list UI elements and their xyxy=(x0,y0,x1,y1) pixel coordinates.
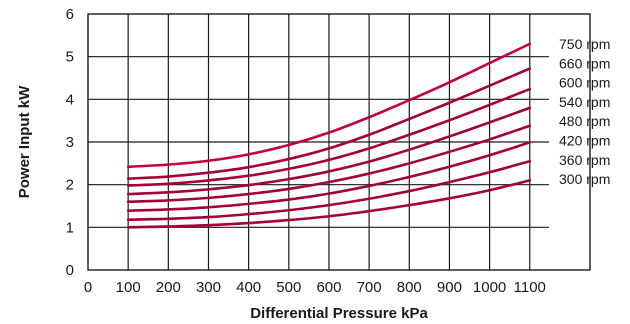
x-tick-label: 400 xyxy=(236,279,261,296)
y-tick-label: 0 xyxy=(66,262,74,279)
y-tick-label: 4 xyxy=(66,91,74,108)
series-label: 420 rpm xyxy=(559,133,610,149)
series-label: 540 rpm xyxy=(559,94,610,110)
series-label: 300 rpm xyxy=(559,171,610,187)
series-line xyxy=(126,141,532,212)
x-tick-label: 200 xyxy=(156,279,181,296)
plot-frame xyxy=(87,13,591,271)
x-tick-label: 1000 xyxy=(473,279,506,296)
series-label: 660 rpm xyxy=(559,55,610,71)
series-line xyxy=(126,67,532,180)
series-curves xyxy=(126,42,532,229)
y-tick-label: 1 xyxy=(66,219,74,236)
tick-labels: 0 100 200 300 400 500 600 700 800 900 1000 1100 0 1 2 3… xyxy=(66,6,546,296)
series-label: 360 rpm xyxy=(559,152,610,168)
x-tick-label: 0 xyxy=(84,279,92,296)
y-axis-title: Power Input kW xyxy=(16,85,33,198)
series-line xyxy=(126,106,532,196)
x-tick-label: 1100 xyxy=(514,279,546,296)
x-tick-label: 100 xyxy=(116,279,141,296)
y-tick-label: 6 xyxy=(66,6,74,23)
y-tick-label: 3 xyxy=(66,134,74,151)
series-line xyxy=(126,87,532,187)
series-labels: 750 rpm 660 rpm 600 rpm 540 rpm 480 rpm 420 r… xyxy=(559,36,610,187)
series-label: 480 rpm xyxy=(559,113,610,129)
series-line xyxy=(126,179,532,229)
x-tick-label: 700 xyxy=(357,279,382,296)
series-line xyxy=(126,42,532,169)
x-tick-label: 300 xyxy=(196,279,221,296)
y-tick-label: 5 xyxy=(66,49,74,66)
x-tick-label: 800 xyxy=(397,279,422,296)
series-label: 600 rpm xyxy=(559,75,610,91)
x-tick-label: 600 xyxy=(316,279,341,296)
series-line xyxy=(126,159,532,221)
x-tick-label: 500 xyxy=(276,279,301,296)
y-tick-label: 2 xyxy=(66,177,74,194)
series-label: 750 rpm xyxy=(559,36,610,52)
x-axis-title: Differential Pressure kPa xyxy=(250,305,428,322)
x-tick-label: 900 xyxy=(437,279,462,296)
series-line xyxy=(126,124,532,204)
